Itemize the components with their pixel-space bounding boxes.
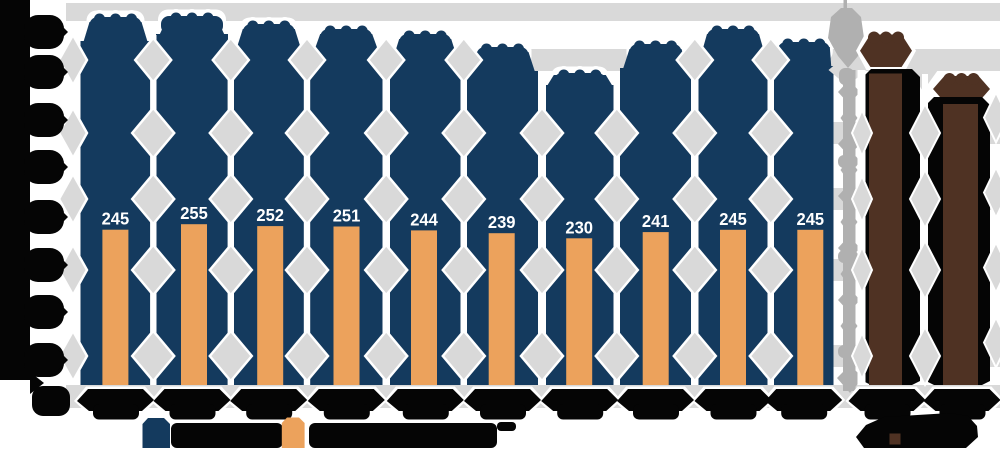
svg-text:239: 239	[488, 212, 516, 233]
svg-text:245: 245	[102, 208, 130, 229]
svg-text:245: 245	[719, 208, 747, 229]
svg-text:244: 244	[410, 209, 438, 230]
svg-text:230: 230	[565, 217, 593, 238]
svg-text:241: 241	[642, 210, 670, 231]
svg-text:252: 252	[256, 204, 284, 225]
svg-text:251: 251	[333, 205, 361, 226]
svg-text:255: 255	[180, 203, 208, 224]
svg-text:245: 245	[796, 208, 824, 229]
